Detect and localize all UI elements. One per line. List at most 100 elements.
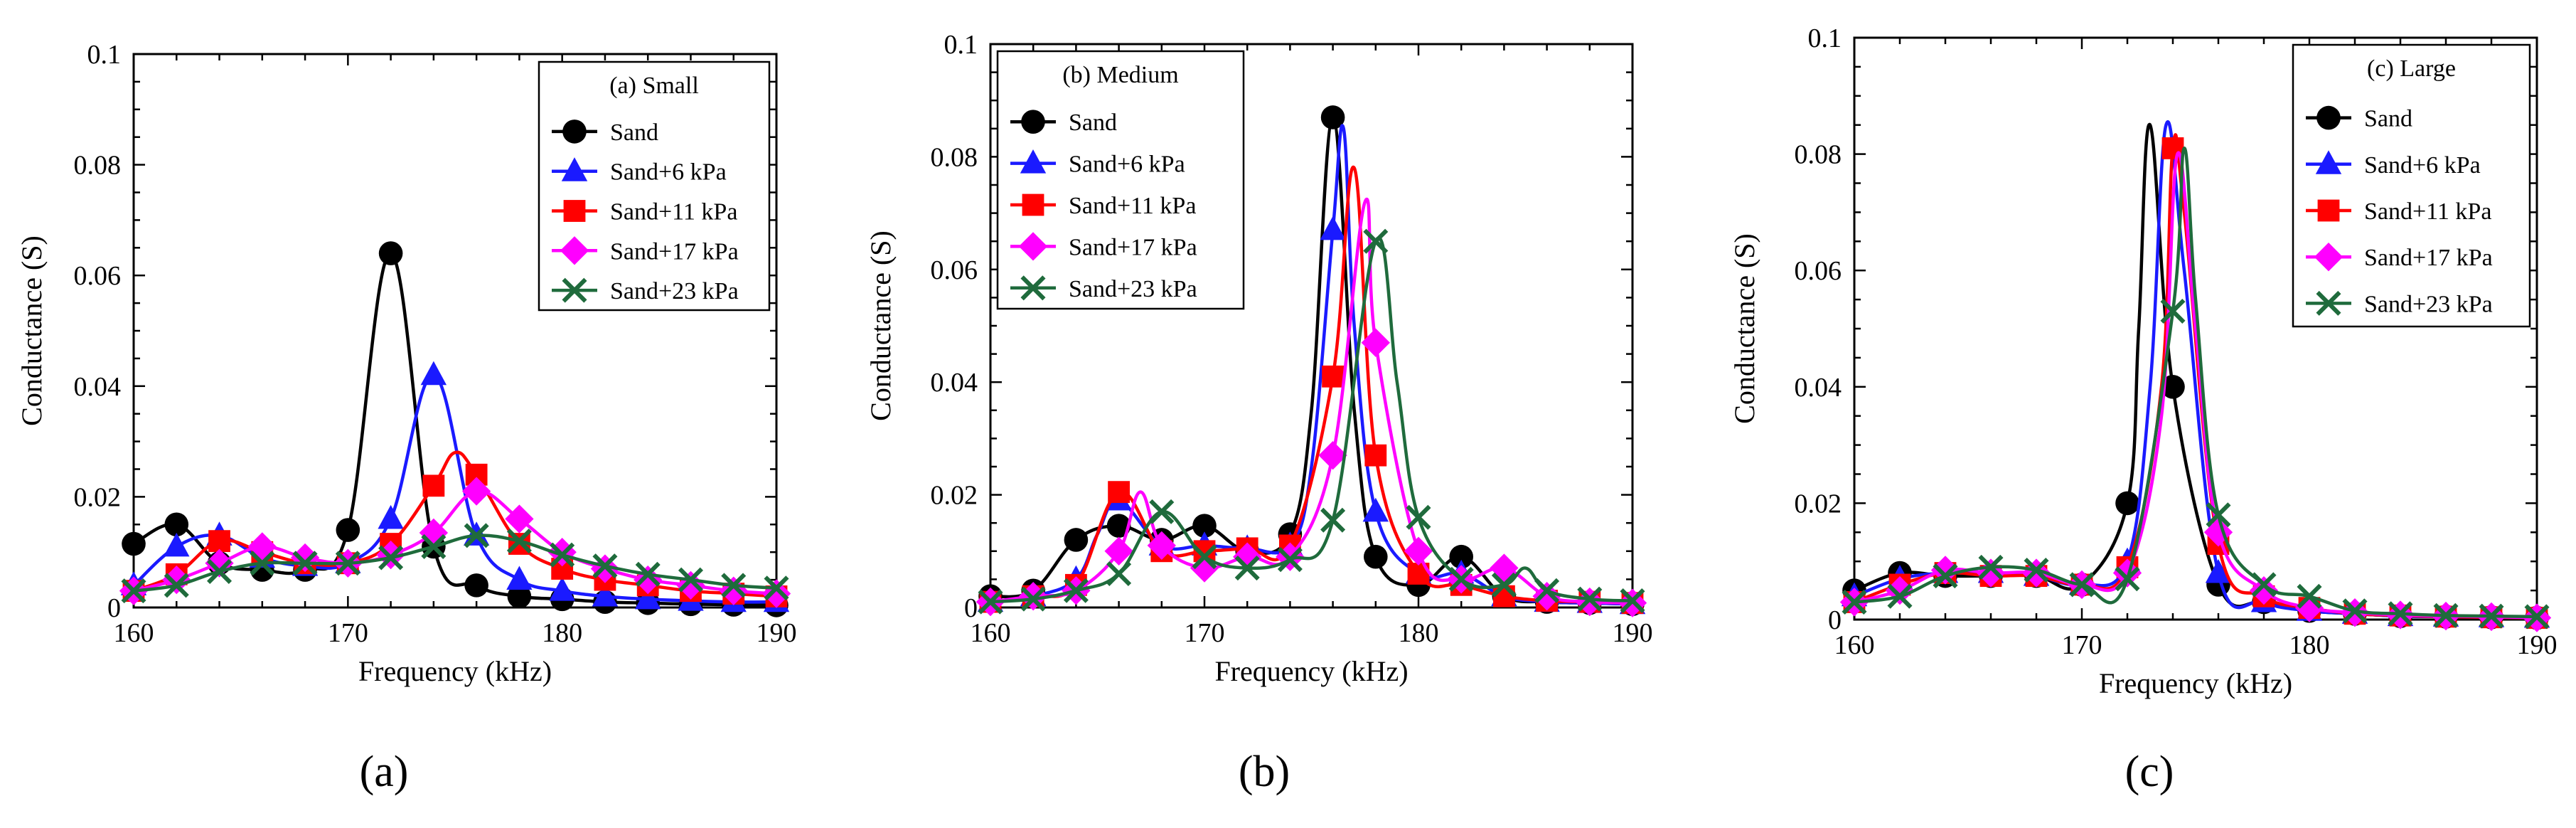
legend-marker bbox=[2317, 199, 2340, 222]
legend-label: Sand+23 kPa bbox=[2364, 291, 2493, 317]
data-point bbox=[1930, 556, 1960, 585]
data-point bbox=[506, 529, 532, 554]
data-point bbox=[378, 241, 403, 265]
data-point bbox=[1106, 561, 1132, 587]
data-point bbox=[1534, 578, 1560, 603]
legend-label: Sand+23 kPa bbox=[1069, 276, 1197, 302]
data-point bbox=[1234, 556, 1260, 581]
series-sand-23-kpa bbox=[121, 523, 789, 604]
legend-marker bbox=[2316, 105, 2341, 130]
data-point bbox=[1842, 589, 1867, 615]
data-point bbox=[1532, 582, 1561, 611]
y-tick-label: 0.08 bbox=[74, 151, 122, 181]
data-point bbox=[1406, 504, 1431, 530]
data-point bbox=[1233, 542, 1262, 571]
y-tick-label: 0.04 bbox=[1795, 373, 1842, 403]
data-point bbox=[335, 551, 360, 576]
legend-marker bbox=[561, 157, 588, 181]
data-point bbox=[164, 532, 190, 557]
data-point bbox=[2294, 593, 2324, 622]
y-tick-label: 0.08 bbox=[1795, 140, 1842, 170]
data-point bbox=[1147, 531, 1176, 561]
data-point bbox=[2069, 572, 2095, 598]
data-point bbox=[1493, 585, 1515, 607]
data-point bbox=[1020, 586, 1046, 612]
data-point bbox=[1192, 544, 1217, 570]
series-line bbox=[990, 198, 1633, 605]
data-point bbox=[978, 589, 1003, 615]
data-point bbox=[2112, 558, 2142, 588]
y-tick-label: 0.02 bbox=[1795, 489, 1842, 519]
y-axis-title: Conductance (S) bbox=[16, 235, 48, 426]
data-point bbox=[1364, 544, 1388, 569]
data-point bbox=[378, 504, 404, 529]
data-point bbox=[1363, 228, 1389, 254]
data-point bbox=[1620, 588, 1645, 614]
y-tick-label: 0.1 bbox=[1808, 23, 1842, 53]
legend-title: (b) Medium bbox=[1062, 62, 1178, 88]
legend: (c) Large Sand Sand+6 kPa Sand+11 kPa Sand+1… bbox=[2292, 43, 2531, 328]
legend-label: Sand bbox=[1069, 110, 1117, 136]
data-point bbox=[1106, 514, 1131, 538]
y-tick-label: 0.04 bbox=[931, 368, 978, 398]
legend-marker bbox=[2314, 243, 2343, 272]
data-point bbox=[421, 534, 447, 559]
x-tick-label: 190 bbox=[2517, 630, 2558, 660]
data-point bbox=[507, 584, 532, 609]
legend-marker bbox=[562, 120, 587, 144]
data-point bbox=[1320, 216, 1346, 240]
data-point bbox=[761, 579, 791, 608]
data-point bbox=[1322, 365, 1344, 388]
y-tick-label: 0.1 bbox=[944, 30, 978, 60]
legend-label: Sand bbox=[610, 120, 658, 146]
data-point bbox=[164, 512, 189, 537]
legend-label: Sand+17 kPa bbox=[2364, 245, 2493, 271]
data-point bbox=[1064, 528, 1089, 552]
legend: (a) Small Sand Sand+6 kPa Sand+11 kPa Sand+1… bbox=[538, 60, 771, 312]
legend-label: Sand+23 kPa bbox=[610, 278, 739, 304]
data-point bbox=[461, 477, 491, 506]
panel-label: (c) bbox=[2125, 748, 2174, 796]
legend-marker bbox=[1020, 149, 1047, 174]
legend-marker bbox=[1018, 232, 1048, 261]
data-point bbox=[592, 582, 619, 607]
data-point bbox=[2297, 583, 2322, 609]
data-point bbox=[1404, 536, 1433, 566]
y-tick-label: 0 bbox=[1828, 605, 1842, 635]
series-line bbox=[133, 489, 777, 595]
data-point bbox=[1361, 328, 1390, 357]
data-point bbox=[250, 551, 275, 576]
data-point bbox=[635, 585, 661, 610]
data-point bbox=[292, 551, 318, 576]
data-point bbox=[1149, 499, 1175, 524]
data-point bbox=[1362, 497, 1389, 522]
data-point bbox=[464, 523, 489, 548]
x-tick-label: 180 bbox=[1399, 618, 1439, 648]
data-point bbox=[592, 553, 618, 579]
legend-marker bbox=[1022, 193, 1044, 216]
data-point bbox=[1448, 566, 1474, 592]
data-point bbox=[505, 504, 534, 534]
data-point bbox=[1364, 444, 1387, 467]
x-tick-label: 190 bbox=[1613, 618, 1653, 648]
data-point bbox=[1192, 514, 1217, 538]
data-point bbox=[2205, 558, 2232, 583]
data-point bbox=[1108, 481, 1130, 504]
data-point bbox=[1978, 554, 2004, 580]
data-point bbox=[336, 518, 360, 542]
data-point bbox=[2388, 601, 2413, 627]
legend-box bbox=[538, 60, 771, 312]
y-tick-label: 0.06 bbox=[931, 255, 978, 285]
data-point bbox=[1277, 547, 1303, 573]
legend-label: Sand+11 kPa bbox=[610, 199, 737, 225]
data-point bbox=[207, 558, 233, 584]
y-tick-label: 0.06 bbox=[1795, 256, 1842, 286]
legend-marker bbox=[562, 277, 587, 303]
data-point bbox=[2203, 518, 2233, 547]
legend-label: Sand+17 kPa bbox=[1069, 234, 1197, 260]
y-tick-label: 0.06 bbox=[74, 261, 122, 291]
legend: (b) Medium Sand Sand+6 kPa Sand+11 kPa Sand+… bbox=[996, 50, 1245, 310]
chart-panel-1: 160 170 180 190 0 0.02 0.04 0.06 0.08 0.1 Frequenc… bbox=[16, 40, 797, 796]
legend-label: Sand bbox=[2364, 106, 2412, 132]
x-tick-label: 170 bbox=[328, 618, 368, 648]
